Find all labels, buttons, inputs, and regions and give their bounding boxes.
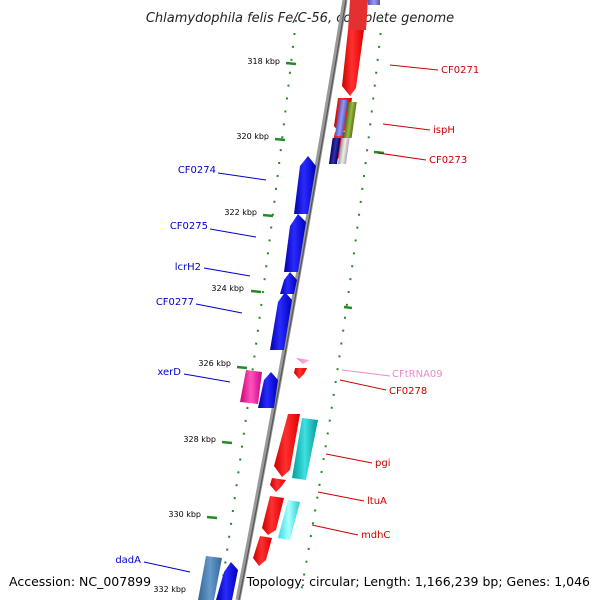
leader-pgi [325, 453, 373, 464]
leader-cf0275 [209, 228, 257, 238]
gene-block-cf0278 [294, 368, 307, 379]
gene-block-cftrna09 [296, 358, 310, 364]
tick-330 [206, 515, 218, 520]
tick-318 [285, 61, 297, 66]
reverse-strand-genes [253, 0, 380, 566]
gene-label-cf0274: CF0274 [178, 165, 216, 176]
gene-block-olive [343, 102, 357, 138]
leader-dada [143, 561, 191, 573]
gene-label-cf0278: CF0278 [389, 386, 427, 397]
gene-label-mdhc: mdhC [361, 530, 390, 541]
kbp-label-326: 326 kbp [198, 359, 231, 368]
gene-block-red-d [253, 536, 272, 566]
gene-label-dada: dadA [115, 555, 141, 566]
gene-label-cf0275: CF0275 [170, 221, 208, 232]
gene-block-lcrh2 [280, 272, 297, 294]
gene-block-gray [337, 138, 350, 164]
leader-lcrh2 [203, 267, 251, 277]
kbp-label-328: 328 kbp [183, 435, 216, 444]
topology-text: Topology: circular; Length: 1,166,239 bp… [246, 574, 590, 589]
gene-label-cftrna09: CFtRNA09 [392, 369, 443, 380]
kbp-label-318: 318 kbp [247, 57, 280, 66]
gene-block-xerd-magenta [240, 370, 262, 404]
kbp-label-332: 332 kbp [153, 585, 186, 594]
gene-label-ltua: ltuA [367, 496, 387, 507]
gene-label-cf0277: CF0277 [156, 297, 194, 308]
left-gene-labels: CF0274 CF0275 lcrH2 CF0277 xerD dadA [115, 165, 216, 566]
leader-cf0278 [339, 379, 387, 391]
gene-block-ispH [334, 100, 348, 136]
gene-block-pgi [292, 418, 318, 480]
gene-label-isph: ispH [433, 125, 455, 136]
leader-xerd [183, 373, 231, 383]
gene-block-cf0271 [342, 30, 364, 96]
genome-backbone [235, 0, 348, 600]
gene-block-cf0274 [294, 156, 316, 214]
forward-strand-genes [198, 156, 316, 600]
leader-ltua [317, 491, 365, 502]
map-title: Chlamydophila felis Fe/C-56, complete ge… [146, 11, 454, 26]
gene-label-pgi: pgi [375, 458, 390, 469]
gene-block-top [348, 0, 368, 30]
gene-label-xerd: xerD [157, 367, 181, 378]
gene-block-red-c [262, 496, 284, 535]
leader-isph [382, 123, 431, 131]
tick-328 [221, 440, 233, 445]
gene-block-xerd [258, 372, 278, 408]
kbp-label-320: 320 kbp [236, 132, 269, 141]
accession-text: Accession: NC_007899 [9, 574, 151, 589]
gene-label-cf0273: CF0273 [429, 155, 467, 166]
gene-block-cf0277 [270, 292, 292, 350]
gene-block-cf0273 [328, 138, 341, 164]
leader-cf0274 [217, 172, 267, 181]
leader-cf0271 [389, 64, 439, 71]
kbp-label-324: 324 kbp [211, 284, 244, 293]
leader-cftrna09 [341, 369, 391, 377]
gene-block-blue-bottom [216, 562, 238, 600]
leader-cf0273 [377, 152, 427, 161]
tick-322 [262, 213, 274, 218]
tick-320 [274, 137, 286, 142]
gene-block-mdhc [278, 500, 300, 540]
genome-backbone-edge [238, 0, 347, 600]
outer-tick-a [373, 150, 385, 155]
gene-label-cf0271: CF0271 [441, 65, 479, 76]
kbp-label-330: 330 kbp [168, 510, 201, 519]
kbp-ticks: 318 kbp 320 kbp 322 kbp 324 kbp 326 kbp … [153, 57, 385, 594]
tick-324 [250, 289, 262, 294]
tick-326 [236, 365, 248, 370]
leader-mdhc [311, 524, 359, 536]
gene-block-cf0275 [284, 214, 306, 272]
left-leaders [143, 172, 267, 573]
outer-tick-b [343, 305, 353, 310]
leader-cf0277 [195, 303, 243, 314]
right-gene-labels: CF0271 ispH CF0273 CFtRNA09 CF0278 pgi l… [361, 65, 479, 541]
gene-block-top-purple [368, 0, 380, 5]
gene-block-pgi-left [274, 414, 300, 477]
gene-block-ltua [270, 478, 286, 492]
right-leaders [311, 64, 439, 536]
kbp-label-322: 322 kbp [224, 208, 257, 217]
gene-label-lcrh2: lcrH2 [175, 262, 201, 273]
gene-block-dada [198, 556, 222, 600]
